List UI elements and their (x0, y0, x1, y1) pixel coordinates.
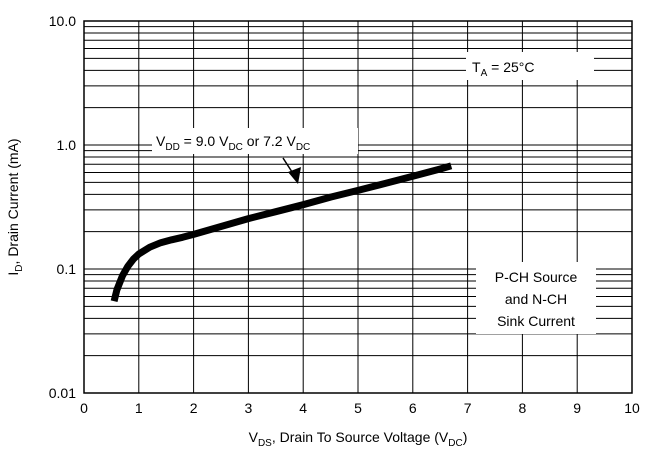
y-tick-label: 0.1 (57, 261, 77, 277)
series-curve (110, 162, 453, 303)
note-box (476, 262, 596, 334)
temp-annotation-box (466, 52, 594, 80)
note-line-1: P-CH Source (495, 269, 578, 285)
x-tick-label: 10 (624, 400, 640, 416)
vdd-arrow-head (288, 167, 301, 184)
y-tick-label: 10.0 (49, 13, 76, 29)
note-line-2: and N-CH (505, 291, 567, 307)
x-tick-label: 7 (464, 400, 472, 416)
note-line-3: Sink Current (497, 313, 575, 329)
temp-annotation: TA = 25°C (472, 59, 534, 79)
y-tick-labels: 0.01 0.1 1.0 10.0 (49, 13, 76, 401)
x-axis-label: VDS, Drain To Source Voltage (VDC) (249, 429, 468, 449)
vdd-annotation-box (152, 128, 358, 154)
x-tick-label: 9 (573, 400, 581, 416)
x-tick-label: 4 (299, 400, 307, 416)
x-tick-labels: 0 1 2 3 4 5 6 7 8 9 10 (80, 400, 640, 416)
vdd-annotation: VDD = 9.0 VDC or 7.2 VDC (156, 133, 310, 153)
y-axis-label: ID, Drain Current (mA) (5, 138, 25, 275)
y-tick-label: 0.01 (49, 385, 76, 401)
x-tick-label: 5 (354, 400, 362, 416)
x-tick-label: 6 (409, 400, 417, 416)
y-tick-label: 1.0 (57, 137, 77, 153)
x-tick-label: 2 (190, 400, 198, 416)
plot-frame (83, 20, 633, 394)
x-tick-label: 1 (135, 400, 143, 416)
x-tick-label: 8 (519, 400, 527, 416)
x-tick-label: 0 (80, 400, 88, 416)
x-tick-label: 3 (245, 400, 253, 416)
